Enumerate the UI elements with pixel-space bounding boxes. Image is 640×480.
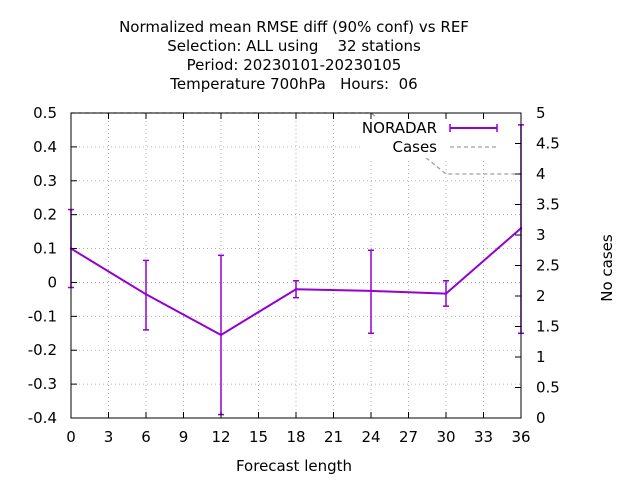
data-point xyxy=(369,289,373,293)
legend-box xyxy=(360,118,518,158)
x-tick-label: 36 xyxy=(511,428,530,446)
grid xyxy=(70,112,522,419)
y2-tick-label: 0 xyxy=(536,409,546,427)
y-tick-label: 0.5 xyxy=(33,104,57,122)
y2-axis-label: No cases xyxy=(598,234,616,302)
data-point xyxy=(144,293,148,296)
x-tick-label: 21 xyxy=(324,428,343,446)
x-tick-label: 30 xyxy=(436,428,455,446)
y2-tick-label: 4 xyxy=(536,165,546,183)
y2-tick-label: 5 xyxy=(536,104,546,122)
data-point xyxy=(219,333,223,337)
y2-tick-label: 3.5 xyxy=(536,196,560,214)
y2-tick-label: 1 xyxy=(536,348,546,366)
data-point xyxy=(444,292,448,295)
x-tick-label: 15 xyxy=(249,428,268,446)
y2-tick-label: 0.5 xyxy=(536,379,560,397)
data-point xyxy=(294,288,298,291)
y-tick-label: -0.1 xyxy=(28,307,57,325)
title-line: Temperature 700hPa Hours: 06 xyxy=(169,75,417,93)
legend-label-cases: Cases xyxy=(392,138,437,156)
y-tick-label: 0.3 xyxy=(33,172,57,190)
x-axis-label: Forecast length xyxy=(236,457,352,475)
x-tick-label: 0 xyxy=(66,428,76,446)
x-tick-label: 24 xyxy=(361,428,380,446)
y-tick-label: -0.4 xyxy=(28,409,57,427)
y2-tick-label: 2 xyxy=(536,287,546,305)
y2-tick-label: 2.5 xyxy=(536,257,560,275)
y2-tick-label: 4.5 xyxy=(536,135,560,153)
x-axis-ticks: 0 3 6 9 12 15 18 21 24 27 30 33 36 xyxy=(66,113,531,446)
x-tick-label: 3 xyxy=(104,428,114,446)
y-tick-label: 0 xyxy=(47,273,57,291)
x-tick-label: 18 xyxy=(286,428,305,446)
y-tick-label: 0.1 xyxy=(33,240,57,258)
x-tick-label: 33 xyxy=(474,428,493,446)
title-line: Normalized mean RMSE diff (90% conf) vs … xyxy=(119,18,469,36)
y-tick-label: -0.3 xyxy=(28,375,57,393)
chart-title: Normalized mean RMSE diff (90% conf) vs … xyxy=(119,18,469,93)
title-line: Period: 20230101-20230105 xyxy=(187,56,402,74)
x-tick-label: 9 xyxy=(179,428,189,446)
y-axis-ticks: -0.4 -0.3 -0.2 -0.1 0 0.1 0.2 0.3 0.4 0.5 xyxy=(28,104,77,427)
title-line: Selection: ALL using 32 stations xyxy=(167,37,421,55)
y-tick-label: -0.2 xyxy=(28,341,57,359)
legend-label-noradar: NORADAR xyxy=(362,119,437,137)
y-tick-label: 0.2 xyxy=(33,206,57,224)
y2-tick-label: 1.5 xyxy=(536,318,560,336)
y-tick-label: 0.4 xyxy=(33,138,57,156)
y2-axis-ticks: 0 0.5 1 1.5 2 2.5 3 3.5 4 4.5 5 xyxy=(515,104,560,427)
x-tick-label: 12 xyxy=(211,428,230,446)
x-tick-label: 27 xyxy=(399,428,418,446)
x-tick-label: 6 xyxy=(141,428,151,446)
y2-tick-label: 3 xyxy=(536,226,546,244)
